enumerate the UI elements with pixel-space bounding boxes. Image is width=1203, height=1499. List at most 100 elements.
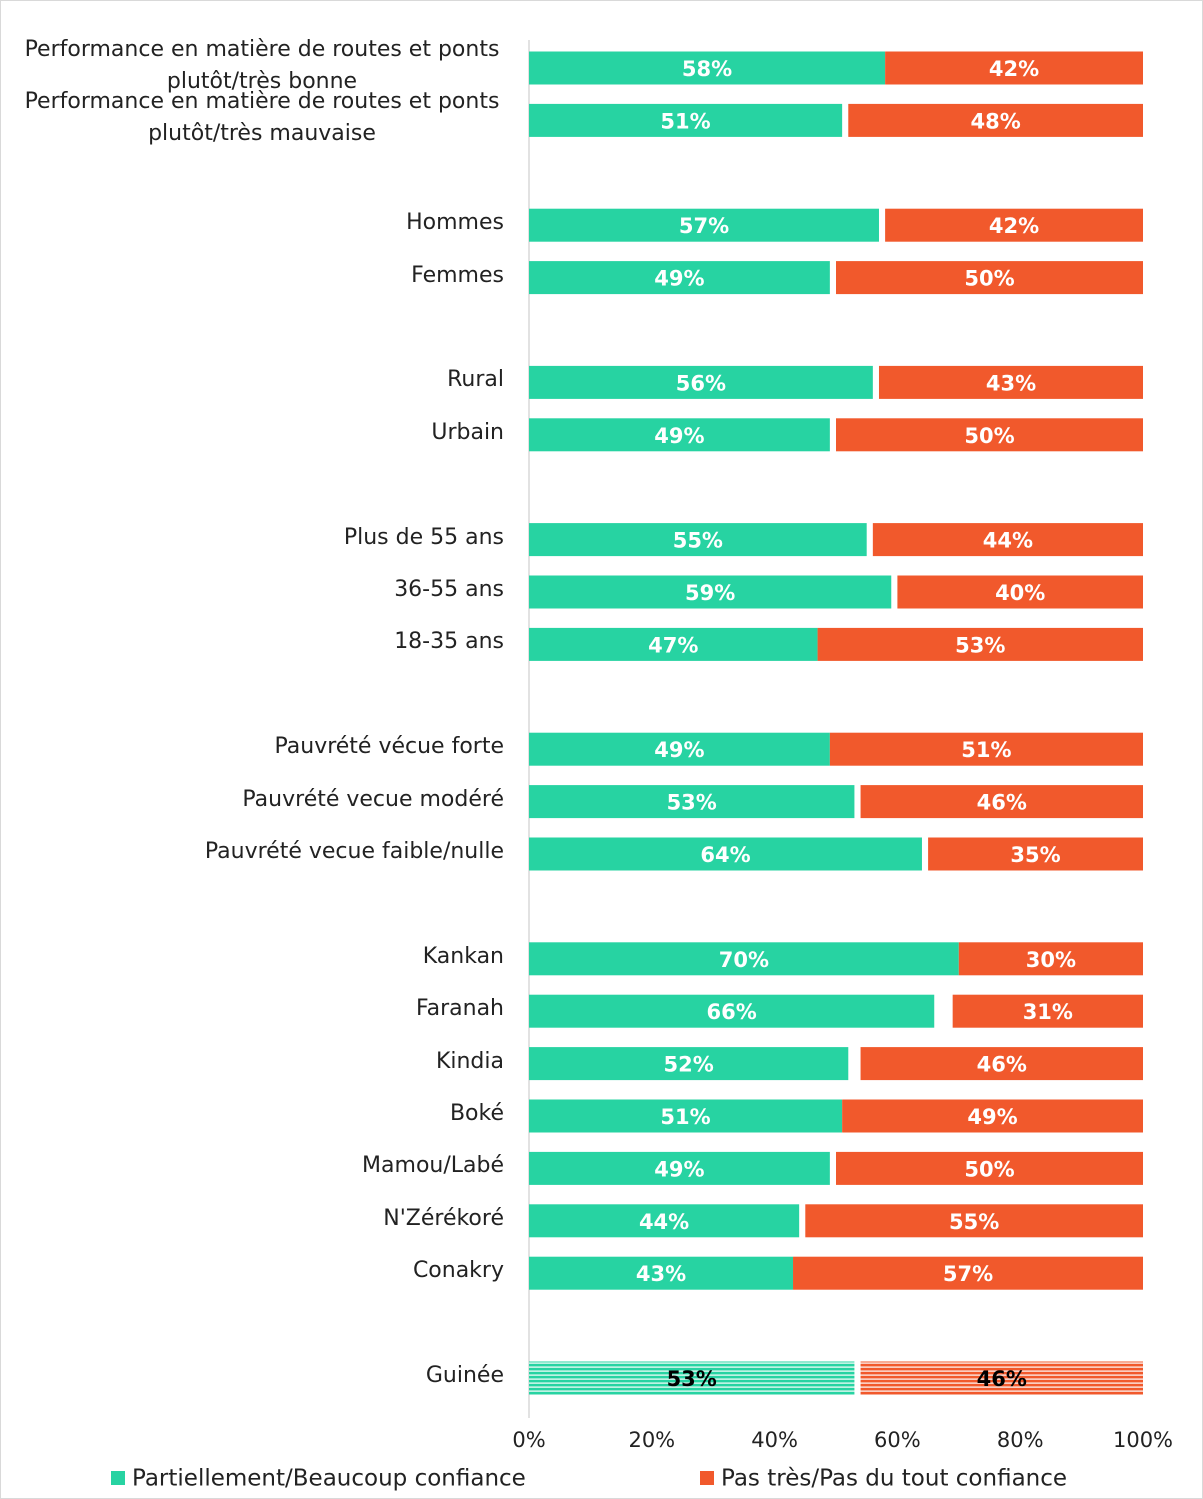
data-label: 57% [943, 1262, 993, 1286]
bar-segment [842, 1099, 1143, 1133]
category-label: Rural [447, 367, 504, 393]
data-label: 59% [685, 581, 735, 605]
data-label: 49% [967, 1105, 1017, 1129]
data-label: 58% [682, 57, 732, 81]
category-label: Performance en matière de routes et pont… [24, 37, 500, 94]
data-label: 56% [676, 371, 726, 395]
bar-segment [848, 103, 1143, 137]
data-label: 46% [977, 1053, 1027, 1077]
data-label: 43% [636, 1262, 686, 1286]
data-label: 53% [955, 633, 1005, 657]
legend-swatch [700, 1471, 714, 1485]
category-label: Kindia [435, 1048, 504, 1074]
data-label: 51% [961, 738, 1011, 762]
category-label: Hommes [406, 210, 504, 236]
bar-segment [529, 261, 830, 295]
data-label: 48% [971, 109, 1021, 133]
category-label: Boké [449, 1101, 504, 1126]
data-label: 52% [664, 1053, 714, 1077]
data-label: 35% [1010, 843, 1060, 867]
data-label: 64% [700, 843, 750, 867]
data-label: 50% [964, 267, 1014, 291]
data-label: 53% [667, 1367, 717, 1391]
category-label: Plus de 55 ans [343, 524, 504, 550]
category-label: Guinée [425, 1363, 504, 1388]
data-label: 57% [679, 214, 729, 238]
bar-segment [928, 837, 1143, 871]
bar-segment [836, 1151, 1143, 1185]
bar-segment [529, 942, 959, 976]
bar-segment [793, 1256, 1143, 1290]
bar-segment [529, 418, 830, 452]
data-label: 51% [660, 109, 710, 133]
data-label: 42% [989, 214, 1039, 238]
bar-segment [952, 994, 1143, 1028]
data-label: 40% [995, 581, 1045, 605]
bar-segment [529, 575, 892, 609]
data-label: 49% [654, 1157, 704, 1181]
category-label: Urbain [431, 419, 504, 445]
bar-segment [878, 365, 1143, 399]
bar-segment [529, 837, 922, 871]
bar-segment [529, 994, 935, 1028]
legend-swatch [111, 1471, 125, 1485]
bar-segment [529, 1099, 843, 1133]
bar-segment [529, 1151, 830, 1185]
category-label: 36-55 ans [394, 577, 504, 602]
bar-segment [529, 1204, 800, 1238]
data-label: 49% [654, 267, 704, 291]
data-label: 50% [964, 1157, 1014, 1181]
data-label: 51% [660, 1105, 710, 1129]
x-tick-label: 100% [1113, 1428, 1173, 1452]
bar-segment [829, 732, 1143, 766]
data-label: 49% [654, 424, 704, 448]
bar-segment [529, 732, 830, 766]
bar-segment [860, 785, 1143, 819]
legend-label: Partiellement/Beaucoup confiance [132, 1466, 526, 1492]
data-label: 70% [719, 948, 769, 972]
data-label: 42% [989, 57, 1039, 81]
legend-label: Pas très/Pas du tout confiance [721, 1466, 1067, 1492]
x-tick-label: 60% [874, 1428, 921, 1452]
category-label: Pauvrété vécue forte [274, 734, 504, 760]
data-label: 47% [648, 633, 698, 657]
category-label: Mamou/Labé [362, 1153, 504, 1179]
bar-segment [529, 785, 855, 819]
data-label: 55% [673, 529, 723, 553]
bar-segment [836, 261, 1143, 295]
bar-segment [817, 627, 1143, 661]
category-label: 18-35 ans [394, 629, 504, 655]
bar-segment [529, 208, 879, 242]
data-label: 44% [983, 529, 1033, 553]
x-tick-label: 80% [997, 1428, 1044, 1452]
data-label: 31% [1023, 1000, 1073, 1024]
bar-segment [872, 523, 1143, 557]
bar-segment [529, 365, 873, 399]
bar-segment [958, 942, 1143, 976]
bar-segment [529, 1047, 849, 1081]
bar-segment [885, 208, 1143, 242]
data-label: 49% [654, 738, 704, 762]
x-tick-label: 0% [512, 1428, 545, 1452]
bar-segment [805, 1204, 1143, 1238]
category-label: Femmes [411, 262, 504, 288]
data-label: 46% [977, 791, 1027, 815]
bar-segment [529, 523, 867, 557]
category-label: Pauvrété vecue modéré [242, 786, 504, 812]
bar-segment [836, 418, 1143, 452]
data-label: 50% [964, 424, 1014, 448]
category-label: Conakry [412, 1258, 504, 1284]
bar-segment [885, 51, 1143, 85]
data-label: 43% [986, 371, 1036, 395]
category-label: Performance en matière de routes et pont… [24, 89, 500, 147]
bar-segment [860, 1361, 1143, 1395]
data-label: 30% [1026, 948, 1076, 972]
data-label: 53% [667, 791, 717, 815]
data-label: 55% [949, 1210, 999, 1234]
category-label: Kankan [422, 943, 504, 969]
bar-segment [529, 51, 886, 85]
category-label: Pauvrété vecue faible/nulle [204, 839, 504, 864]
x-tick-label: 20% [628, 1428, 675, 1452]
